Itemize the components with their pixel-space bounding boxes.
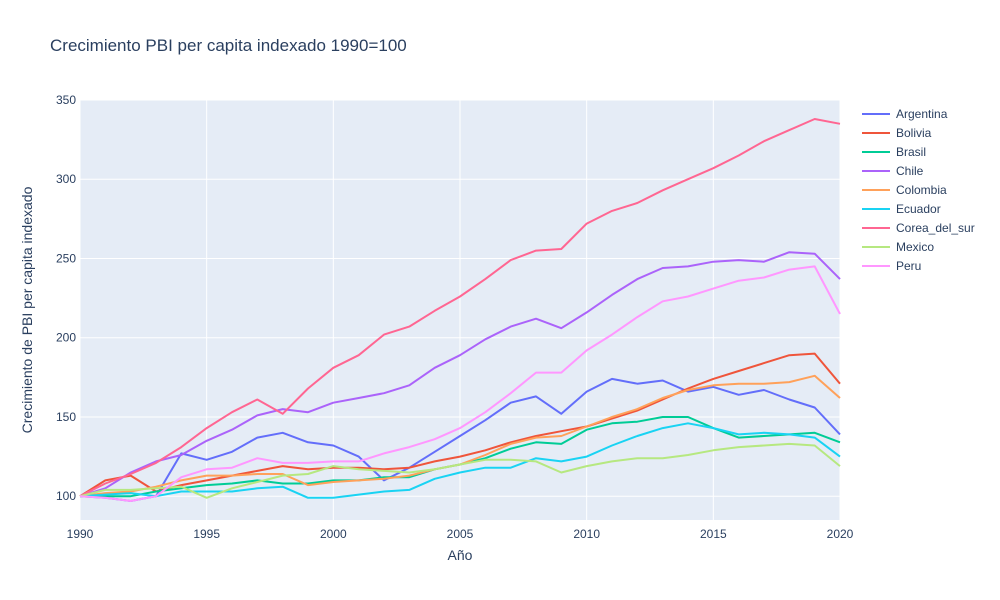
x-tick-label: 2005 bbox=[447, 527, 474, 541]
series-line-ecuador bbox=[79, 422, 841, 499]
y-tick-label: 350 bbox=[56, 93, 76, 107]
x-tick-label: 2010 bbox=[573, 527, 600, 541]
legend-label: Bolivia bbox=[896, 126, 932, 140]
series-line-bolivia bbox=[79, 352, 841, 498]
y-axis-ticks: 100 150 200 250 300 350 bbox=[56, 93, 76, 503]
legend-label: Colombia bbox=[896, 183, 947, 197]
series-line-corea-del-sur bbox=[79, 118, 841, 498]
x-tick-label: 1995 bbox=[193, 527, 220, 541]
legend-item-ecuador[interactable]: Ecuador bbox=[862, 202, 941, 216]
y-tick-label: 300 bbox=[56, 172, 76, 186]
series-lines bbox=[79, 118, 841, 502]
series-line-peru bbox=[79, 265, 841, 502]
legend-label: Chile bbox=[896, 164, 924, 178]
y-tick-label: 200 bbox=[56, 331, 76, 345]
legend-item-argentina[interactable]: Argentina bbox=[862, 107, 948, 121]
legend-label: Argentina bbox=[896, 107, 948, 121]
legend-item-chile[interactable]: Chile bbox=[862, 164, 924, 178]
legend-item-bolivia[interactable]: Bolivia bbox=[862, 126, 932, 140]
legend-item-brasil[interactable]: Brasil bbox=[862, 145, 926, 159]
legend-item-colombia[interactable]: Colombia bbox=[862, 183, 947, 197]
x-tick-label: 2020 bbox=[827, 527, 854, 541]
legend-label: Corea_del_sur bbox=[896, 221, 975, 235]
y-tick-label: 150 bbox=[56, 410, 76, 424]
x-axis-title: Año bbox=[448, 547, 473, 563]
y-tick-label: 250 bbox=[56, 251, 76, 265]
legend-item-mexico[interactable]: Mexico bbox=[862, 240, 934, 254]
x-axis-ticks: 1990 1995 2000 2005 2010 2015 2020 bbox=[67, 527, 854, 541]
x-tick-label: 2015 bbox=[700, 527, 727, 541]
legend[interactable]: Argentina Bolivia Brasil Chile Colombia Ecuad… bbox=[862, 107, 975, 273]
legend-label: Mexico bbox=[896, 240, 934, 254]
series-line-chile bbox=[79, 251, 841, 498]
y-axis-title: Crecimiento de PBI per capita indexado bbox=[19, 186, 35, 433]
legend-label: Brasil bbox=[896, 145, 926, 159]
legend-label: Ecuador bbox=[896, 202, 941, 216]
x-tick-label: 2000 bbox=[320, 527, 347, 541]
chart-title: Crecimiento PBI per capita indexado 1990… bbox=[50, 36, 407, 55]
y-tick-label: 100 bbox=[56, 489, 76, 503]
legend-label: Peru bbox=[896, 259, 921, 273]
gridlines bbox=[79, 99, 841, 520]
legend-item-peru[interactable]: Peru bbox=[862, 259, 921, 273]
series-line-argentina bbox=[79, 377, 841, 502]
legend-item-corea-del-sur[interactable]: Corea_del_sur bbox=[862, 221, 975, 235]
series-line-mexico bbox=[79, 442, 841, 499]
x-tick-label: 1990 bbox=[67, 527, 94, 541]
